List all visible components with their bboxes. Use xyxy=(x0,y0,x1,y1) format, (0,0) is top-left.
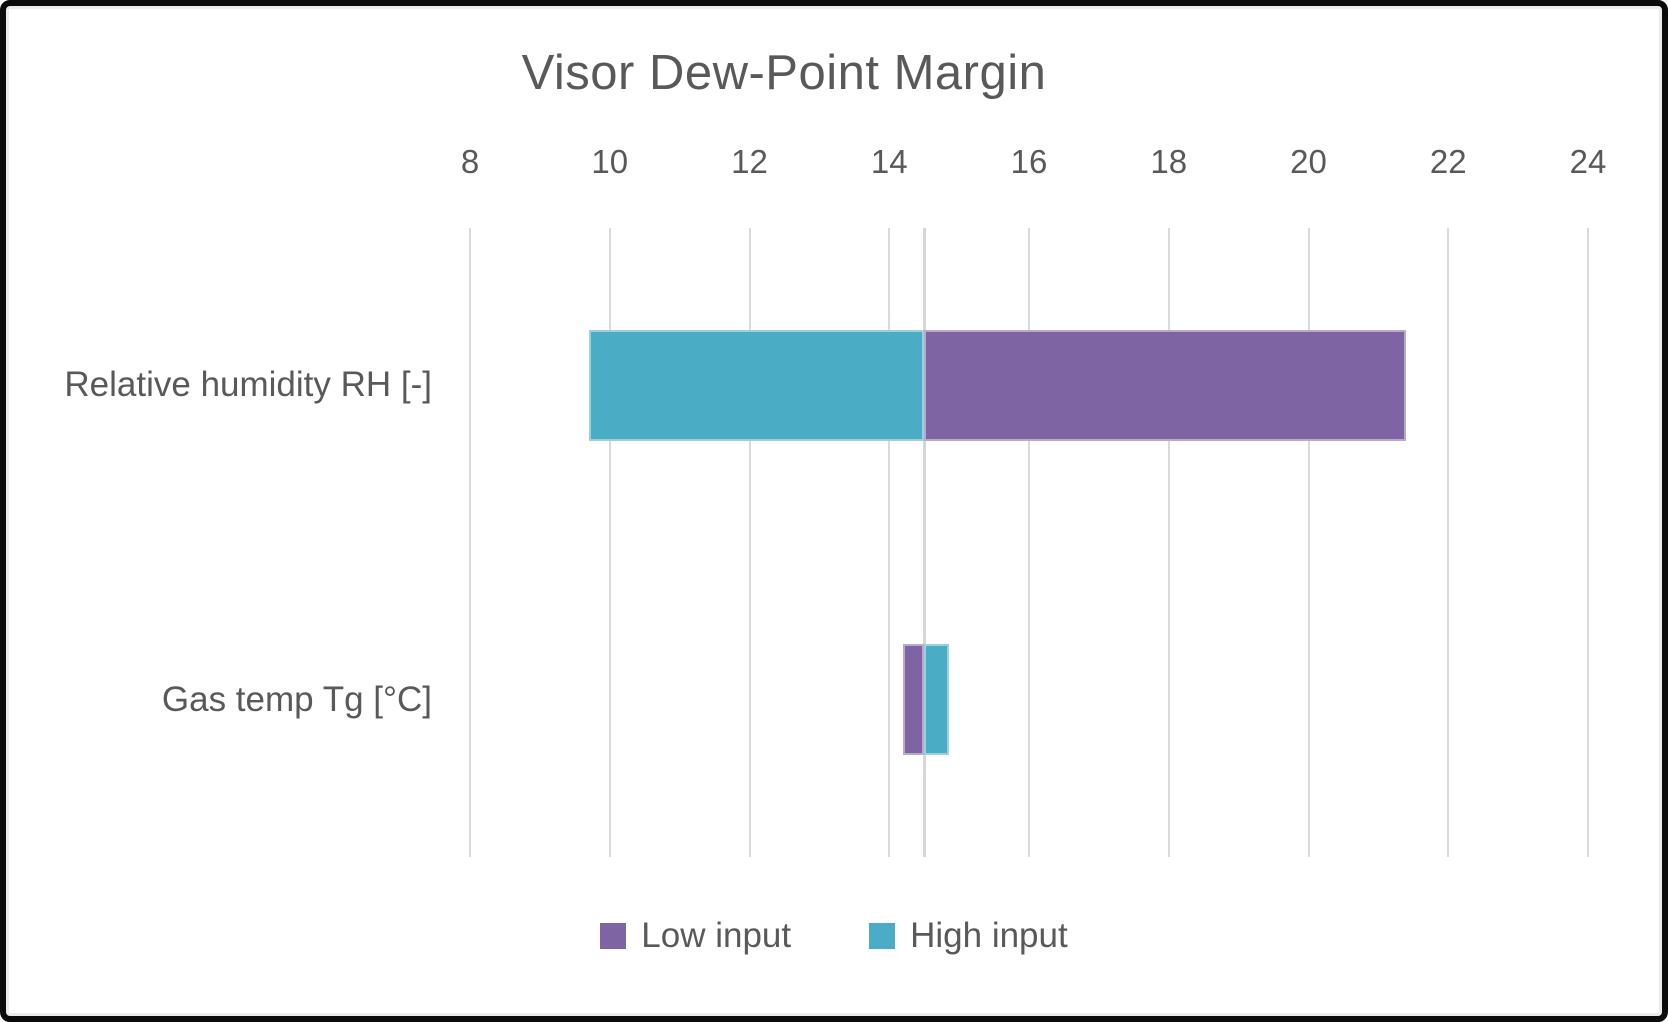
bar-segment-high-input xyxy=(588,329,925,441)
legend-entry: Low input xyxy=(600,916,791,956)
plot-area: Relative humidity RH [-] Gas temp Tg [°C] xyxy=(64,228,1589,857)
gridline xyxy=(1307,228,1310,857)
category-label: Gas temp Tg [°C] xyxy=(161,679,432,719)
bar-segment-low-input xyxy=(924,329,1407,441)
legend: Low input High input xyxy=(6,916,1662,956)
x-tick-label: 18 xyxy=(1150,143,1188,180)
category-label: Relative humidity RH [-] xyxy=(64,365,432,405)
chart-title: Visor Dew-Point Margin xyxy=(521,46,1047,100)
x-tick-label: 8 xyxy=(460,143,480,180)
gridline xyxy=(888,228,891,857)
category-axis-line xyxy=(923,228,927,857)
x-tick-label: 22 xyxy=(1429,143,1467,180)
x-tick-label: 14 xyxy=(870,143,908,180)
x-tick-label: 24 xyxy=(1569,143,1607,180)
gridline xyxy=(469,228,471,857)
x-axis-ticks: 8 10 12 14 16 18 20 22 24 xyxy=(461,134,1607,190)
gridline xyxy=(608,228,611,857)
gridline xyxy=(1167,228,1170,857)
x-tick-label: 20 xyxy=(1290,143,1327,180)
legend-label: Low input xyxy=(641,916,792,955)
x-tick-label: 12 xyxy=(731,143,768,180)
bar-segment-high-input xyxy=(924,644,949,756)
legend-swatch-icon xyxy=(600,923,627,949)
bar-segment-low-input xyxy=(903,644,925,756)
x-tick-label: 10 xyxy=(591,143,629,180)
gridline xyxy=(748,228,751,857)
x-tick-label: 16 xyxy=(1010,143,1048,180)
gridline xyxy=(1587,228,1589,857)
legend-entry: High input xyxy=(869,916,1068,956)
legend-swatch-icon xyxy=(869,923,896,949)
legend-label: High input xyxy=(910,916,1068,955)
gridline xyxy=(1028,228,1030,857)
gridline xyxy=(1447,228,1450,857)
